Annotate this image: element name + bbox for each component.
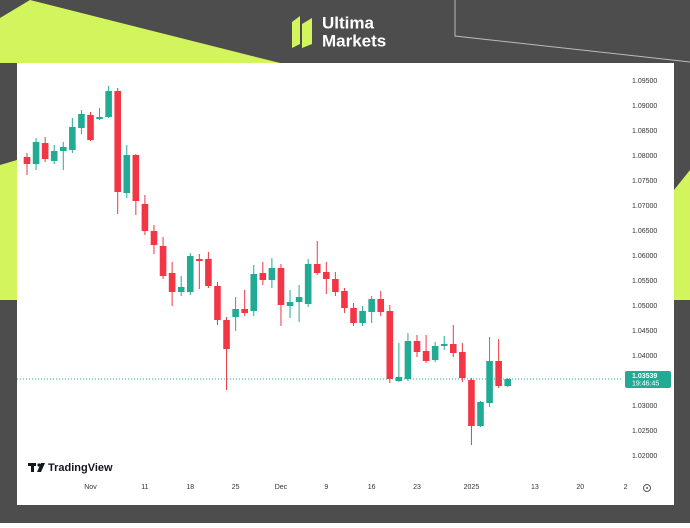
countdown: 19:46:45	[632, 380, 659, 387]
candle-body	[105, 91, 112, 117]
candle-body	[132, 155, 140, 201]
candle-body	[96, 117, 103, 119]
x-tick-label: 18	[186, 484, 194, 491]
candle-body	[87, 115, 94, 140]
x-tick-label: 23	[413, 484, 421, 491]
candle-body	[431, 346, 439, 360]
candle-body	[78, 114, 85, 128]
y-tick-label: 1.06500	[632, 228, 657, 235]
candle-body	[468, 380, 475, 426]
x-tick-label: 2025	[464, 484, 480, 491]
candle-body	[259, 273, 267, 280]
y-tick-label: 1.09500	[632, 78, 657, 85]
candle-body	[123, 155, 131, 193]
y-tick-label: 1.06000	[632, 253, 657, 260]
last-price-box	[625, 371, 671, 389]
candle-body	[241, 309, 248, 313]
candle-body	[232, 309, 239, 317]
y-tick-label: 1.03000	[632, 403, 657, 410]
candle-body	[186, 256, 194, 292]
candle-body	[459, 352, 466, 378]
x-tick-label: 25	[232, 484, 240, 491]
bg-accent	[674, 170, 690, 300]
x-tick-label: 11	[141, 484, 148, 491]
x-tick-label: Nov	[84, 484, 97, 491]
y-tick-label: 1.02500	[632, 428, 657, 435]
last-price-label: 1.03539	[632, 373, 657, 380]
candle-body	[223, 320, 230, 349]
candle-body	[404, 341, 412, 379]
y-tick-label: 1.08500	[632, 128, 657, 135]
candle-body	[159, 246, 167, 276]
y-tick-label: 1.05500	[632, 278, 657, 285]
x-tick-label: 20	[576, 484, 584, 491]
bg-accent	[0, 0, 280, 63]
candle-body	[196, 259, 203, 261]
candle-body	[250, 274, 258, 311]
candle-body	[422, 351, 430, 361]
candle-body	[23, 157, 31, 164]
candle-body	[313, 264, 321, 273]
candle-body	[323, 272, 330, 279]
y-tick-label: 1.08000	[632, 153, 657, 160]
candle-body	[386, 311, 394, 379]
x-tick-label: 9	[324, 484, 328, 491]
candle-body	[277, 268, 285, 305]
chart-panel	[17, 63, 674, 505]
candle-body	[32, 142, 40, 164]
watermark: TradingView	[48, 462, 113, 474]
y-tick-label: 1.02000	[632, 453, 657, 460]
candle-body	[332, 279, 339, 292]
x-tick-label: 16	[368, 484, 376, 491]
candle-body	[59, 147, 67, 151]
candle-body	[504, 379, 512, 386]
watermark-icon	[28, 463, 45, 472]
candle-body	[486, 361, 493, 403]
x-tick-label: 2	[624, 484, 628, 491]
candle-body	[350, 308, 357, 323]
candle-body	[50, 151, 58, 161]
candle-body	[295, 297, 303, 302]
candle-body	[114, 91, 121, 192]
y-tick-label: 1.07000	[632, 203, 657, 210]
y-tick-label: 1.09000	[632, 103, 657, 110]
candle-body	[168, 273, 176, 292]
candle-body	[413, 341, 421, 352]
candle-body	[214, 286, 221, 320]
y-tick-label: 1.04000	[632, 353, 657, 360]
y-tick-label: 1.04500	[632, 328, 657, 335]
bg-line	[454, 0, 690, 63]
x-tick-label: 13	[531, 484, 539, 491]
y-tick-label: 1.05000	[632, 303, 657, 310]
candle-body	[449, 344, 457, 353]
candle-body	[495, 361, 502, 386]
candle-body	[440, 344, 448, 346]
candle-body	[268, 268, 276, 280]
y-tick-label: 1.07500	[632, 178, 657, 185]
candle-body	[205, 259, 212, 286]
candle-body	[141, 204, 149, 231]
logo-icon	[292, 16, 312, 48]
x-tick-label: Dec	[275, 484, 288, 491]
candle-body	[368, 299, 375, 312]
candle-body	[69, 127, 76, 150]
logo-text: Markets	[322, 31, 386, 50]
logo-text: Ultima	[322, 13, 375, 32]
candle-body	[41, 143, 49, 159]
settings-icon[interactable]	[643, 484, 651, 492]
candle-body	[286, 302, 294, 306]
bg-accent	[0, 160, 17, 300]
candle-body	[359, 311, 366, 323]
candle-body	[377, 299, 385, 312]
candle-body	[150, 231, 158, 245]
candle-body	[304, 264, 312, 304]
candle-body	[477, 402, 484, 426]
candle-body	[341, 291, 348, 308]
candle-body	[177, 287, 185, 292]
